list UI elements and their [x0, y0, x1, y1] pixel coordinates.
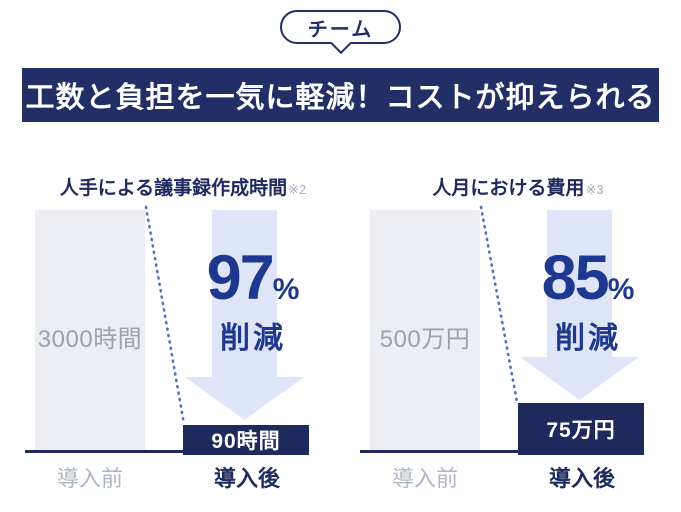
reduction-word: 削減 [555, 322, 621, 355]
trend-dotted-line [479, 205, 519, 404]
plot-area: 3000時間 97% 削減 90時間 [25, 205, 341, 455]
percent-sign: % [607, 273, 635, 306]
footnote-marker: ※2 [288, 182, 307, 197]
reduction-callout: 85% 削減 [518, 247, 658, 357]
axis-baseline [360, 450, 520, 453]
chart-cost-reduction: 人月における費用※3 500万円 85% 削減 75万円 [360, 165, 676, 495]
reduction-callout: 97% 削減 [183, 247, 323, 357]
bar-before-value: 500万円 [379, 326, 471, 353]
team-badge-label: チーム [307, 18, 374, 41]
bar-after: 90時間 [183, 425, 309, 455]
axis-baseline [25, 450, 185, 453]
comparison-charts: 人手による議事録作成時間※2 3000時間 97% 削減 90時間 [0, 165, 681, 495]
plot-area: 500万円 85% 削減 75万円 [360, 205, 676, 455]
bar-before: 3000時間 [35, 210, 145, 451]
axis-label-before: 導入前 [56, 466, 123, 491]
bar-after-value: 90時間 [211, 430, 281, 453]
bar-before: 500万円 [370, 210, 480, 451]
trend-dotted-line [144, 205, 186, 426]
chart-title-text: 人月における費用 [432, 178, 585, 199]
chart-title: 人月における費用※3 [360, 173, 676, 200]
bar-after-value: 75万円 [546, 419, 616, 442]
reduction-word: 削減 [220, 322, 286, 355]
bar-before-value: 3000時間 [37, 326, 143, 353]
chart-title-text: 人手による議事録作成時間 [59, 178, 288, 199]
reduction-percent: 85 [541, 243, 610, 313]
footnote-marker: ※3 [585, 182, 604, 197]
reduction-percent: 97 [206, 243, 275, 313]
chart-title: 人手による議事録作成時間※2 [25, 173, 341, 200]
percent-sign: % [272, 273, 300, 306]
chart-time-reduction: 人手による議事録作成時間※2 3000時間 97% 削減 90時間 [25, 165, 341, 495]
axis-label-after: 導入後 [213, 466, 280, 491]
axis-labels: 導入前 導入後 [25, 461, 341, 495]
headline-text: ＼ 工数と負担を一気に軽減！コストが抑えられる ／ [0, 82, 681, 114]
axis-label-after: 導入後 [548, 466, 615, 491]
axis-label-before: 導入前 [391, 466, 458, 491]
bar-after: 75万円 [518, 403, 644, 455]
headline-banner: ＼ 工数と負担を一気に軽減！コストが抑えられる ／ [0, 68, 681, 122]
team-badge-container: チーム [0, 10, 681, 55]
team-badge: チーム [279, 10, 402, 55]
axis-labels: 導入前 導入後 [360, 461, 676, 495]
